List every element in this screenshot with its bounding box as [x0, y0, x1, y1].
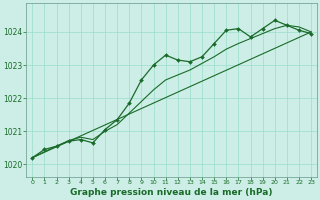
X-axis label: Graphe pression niveau de la mer (hPa): Graphe pression niveau de la mer (hPa) [70, 188, 273, 197]
